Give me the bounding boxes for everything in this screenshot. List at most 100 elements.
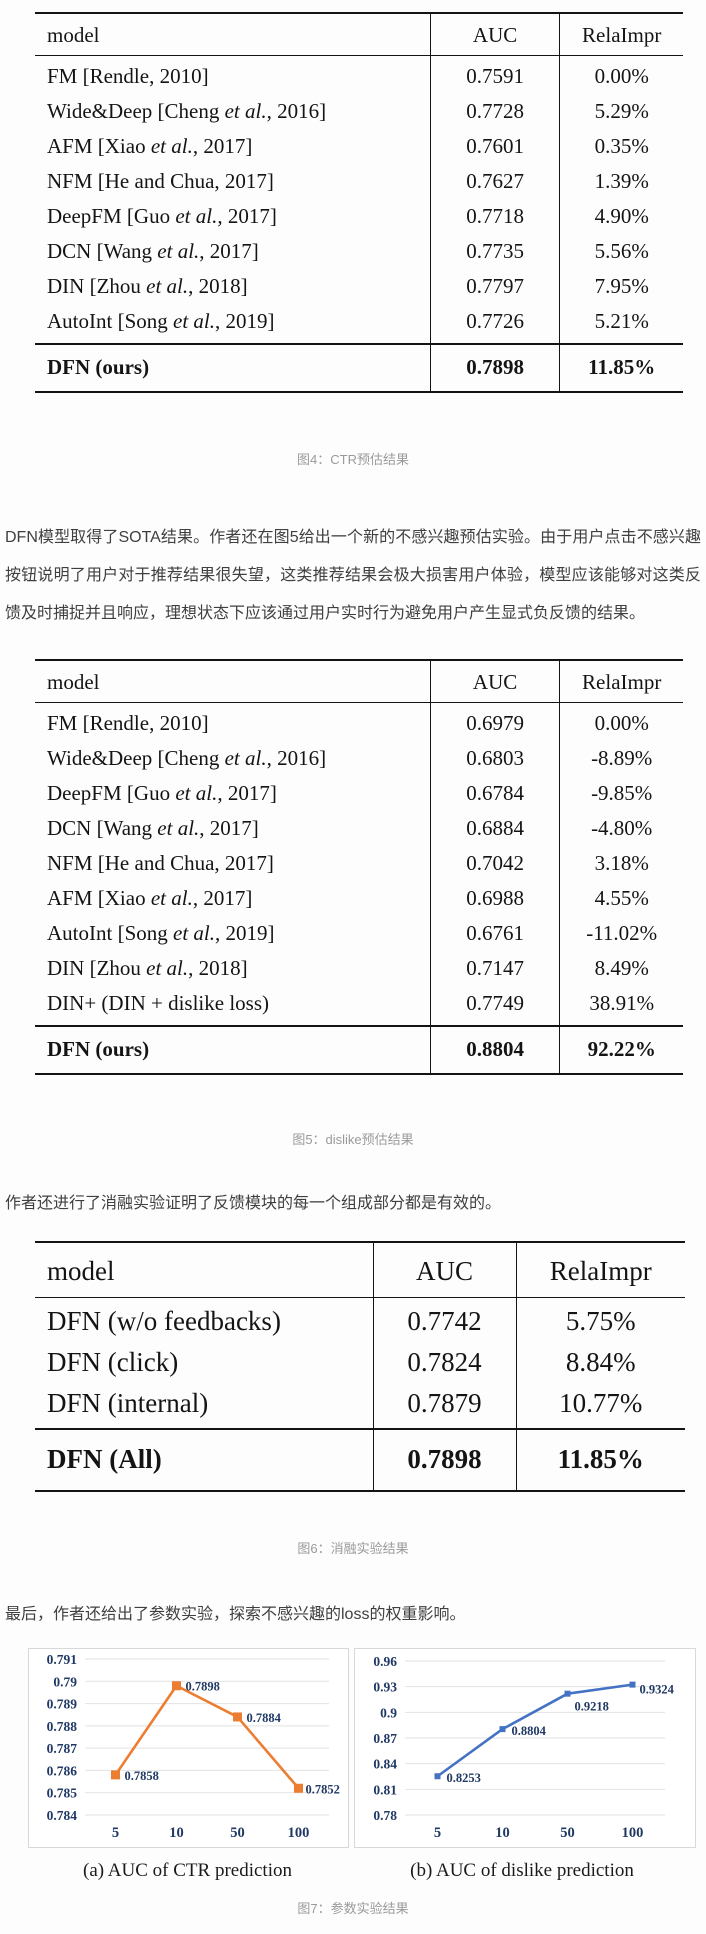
x-tick-label: 5 xyxy=(434,1825,441,1841)
model-cell: DCN [Wang et al., 2017] xyxy=(47,239,259,263)
model-cell: DeepFM [Guo et al., 2017] xyxy=(47,781,277,805)
data-point-marker xyxy=(499,1726,506,1733)
table-footer: DFN (ours) 0.7898 11.85% xyxy=(35,343,683,392)
relaimpr-cell: 8.84% xyxy=(515,1342,685,1383)
relaimpr-cell: 38.91% xyxy=(559,986,683,1026)
figure4-caption: 图4：CTR预估结果 xyxy=(297,452,409,467)
paragraph-param-exp: 最后，作者还给出了参数实验，探索不感兴趣的loss的权重影响。 xyxy=(5,1606,466,1623)
auc-cell: 0.6803 xyxy=(429,741,560,776)
x-tick-label: 50 xyxy=(230,1825,245,1841)
y-tick-label: 0.78 xyxy=(373,1808,397,1823)
x-tick-label: 50 xyxy=(560,1825,575,1841)
table-row: Wide&Deep [Cheng et al., 2016] 0.6803 -8.8… xyxy=(35,741,683,776)
dislike-auc-line-chart: 0.96 0.93 0.9 0.87 0.84 0.81 0.78 5 10 50 100 0.825… xyxy=(373,1654,675,1841)
column-header-relaimpr: RelaImpr xyxy=(559,660,683,703)
relaimpr-cell: 4.90% xyxy=(559,199,683,234)
model-cell: DFN (internal) xyxy=(47,1388,209,1418)
model-cell: FM [Rendle, 2010] xyxy=(47,64,209,88)
model-cell: AutoInt [Song et al., 2019] xyxy=(47,921,275,945)
table-row: DCN [Wang et al., 2017] 0.6884 -4.80% xyxy=(35,811,683,846)
relaimpr-cell: 5.56% xyxy=(559,234,683,269)
data-point-label: 0.7884 xyxy=(247,1711,282,1725)
series-line xyxy=(114,1684,300,1790)
dislike-auc-chart-box: 0.96 0.93 0.9 0.87 0.84 0.81 0.78 5 10 50 100 0.825… xyxy=(354,1648,696,1848)
x-tick-label: 100 xyxy=(288,1825,310,1841)
x-tick-label: 5 xyxy=(112,1825,119,1841)
table-row: NFM [He and Chua, 2017] 0.7042 3.18% xyxy=(35,846,683,881)
model-cell: DIN+ (DIN + dislike loss) xyxy=(47,991,269,1015)
column-header-auc: AUC xyxy=(429,13,560,56)
y-tick-label: 0.791 xyxy=(47,1652,78,1667)
auc-cell: 0.6761 xyxy=(429,916,560,951)
y-tick-label: 0.84 xyxy=(373,1757,397,1772)
figure7-subcaptions: (a) AUC of CTR prediction (b) AUC of dis… xyxy=(28,1860,692,1882)
relaimpr-cell: -4.80% xyxy=(559,811,683,846)
auc-cell: 0.7898 xyxy=(429,343,560,392)
model-cell: Wide&Deep [Cheng et al., 2016] xyxy=(47,746,327,770)
model-cell: DIN [Zhou et al., 2018] xyxy=(47,956,248,980)
auc-cell: 0.7042 xyxy=(429,846,560,881)
model-cell: AFM [Xiao et al., 2017] xyxy=(47,134,253,158)
auc-cell: 0.7591 xyxy=(429,55,560,94)
y-tick-label: 0.93 xyxy=(373,1680,397,1695)
auc-cell: 0.6979 xyxy=(429,702,560,741)
table-row: AFM [Xiao et al., 2017] 0.7601 0.35% xyxy=(35,129,683,164)
table-row: DFN (All) 0.7898 11.85% xyxy=(35,1428,685,1491)
y-tick-label: 0.788 xyxy=(47,1719,78,1734)
data-point-label: 0.9218 xyxy=(575,1700,609,1714)
figure7-charts: 0.791 0.79 0.789 0.788 0.787 0.786 0.785 0.784 5… xyxy=(28,1648,696,1848)
table-body: DFN (w/o feedbacks) 0.7742 5.75% DFN (click… xyxy=(35,1297,685,1429)
auc-cell: 0.7749 xyxy=(429,986,560,1026)
model-cell: NFM [He and Chua, 2017] xyxy=(47,169,274,193)
figure5-caption: 图5：dislike预估结果 xyxy=(292,1132,414,1147)
subcaption-a: (a) AUC of CTR prediction xyxy=(83,1860,292,1881)
column-header-auc: AUC xyxy=(429,660,560,703)
data-point-marker xyxy=(172,1681,181,1691)
relaimpr-cell: 11.85% xyxy=(515,1428,685,1491)
auc-cell: 0.7627 xyxy=(429,164,560,199)
model-cell: DIN [Zhou et al., 2018] xyxy=(47,274,248,298)
auc-cell: 0.7601 xyxy=(429,129,560,164)
auc-cell: 0.7726 xyxy=(429,304,560,344)
data-point-label: 0.9324 xyxy=(640,1683,675,1697)
auc-cell: 0.7879 xyxy=(372,1383,516,1429)
auc-cell: 0.7742 xyxy=(372,1297,516,1342)
auc-cell: 0.6988 xyxy=(429,881,560,916)
relaimpr-cell: 5.75% xyxy=(515,1297,685,1342)
table-header: model AUC RelaImpr xyxy=(35,13,683,56)
relaimpr-cell: 0.00% xyxy=(559,55,683,94)
data-point-marker xyxy=(629,1681,636,1688)
relaimpr-cell: 92.22% xyxy=(559,1025,683,1074)
table-row: Wide&Deep [Cheng et al., 2016] 0.7728 5.29… xyxy=(35,94,683,129)
ablation-results-table: model AUC RelaImpr DFN (w/o feedbacks) 0.77… xyxy=(35,1241,685,1492)
y-tick-label: 0.786 xyxy=(47,1763,78,1778)
table-body: FM [Rendle, 2010] 0.6979 0.00% Wide&Deep [C… xyxy=(35,702,683,1026)
y-tick-label: 0.9 xyxy=(380,1705,397,1720)
auc-cell: 0.6884 xyxy=(429,811,560,846)
auc-cell: 0.8804 xyxy=(429,1025,560,1074)
y-tick-label: 0.81 xyxy=(373,1782,397,1797)
x-tick-label: 10 xyxy=(169,1825,184,1841)
data-point-label: 0.8253 xyxy=(447,1771,481,1785)
auc-cell: 0.6784 xyxy=(429,776,560,811)
table-footer: DFN (ours) 0.8804 92.22% xyxy=(35,1025,683,1074)
model-cell: NFM [He and Chua, 2017] xyxy=(47,851,274,875)
model-cell: AutoInt [Song et al., 2019] xyxy=(47,309,275,333)
relaimpr-cell: 0.00% xyxy=(559,702,683,741)
column-header-auc: AUC xyxy=(372,1242,516,1298)
ctr-auc-chart-box: 0.791 0.79 0.789 0.788 0.787 0.786 0.785 0.784 5… xyxy=(28,1648,349,1848)
y-tick-label: 0.785 xyxy=(47,1786,78,1801)
y-tick-label: 0.787 xyxy=(47,1741,78,1756)
table-row: DIN+ (DIN + dislike loss) 0.7749 38.91% xyxy=(35,986,683,1026)
model-cell: DFN (ours) xyxy=(35,1025,431,1074)
column-header-relaimpr: RelaImpr xyxy=(515,1242,685,1298)
auc-cell: 0.7718 xyxy=(429,199,560,234)
table-row: DFN (click) 0.7824 8.84% xyxy=(35,1342,685,1383)
table-row: DFN (ours) 0.8804 92.22% xyxy=(35,1025,683,1074)
table-body: FM [Rendle, 2010] 0.7591 0.00% Wide&Deep [C… xyxy=(35,55,683,344)
figure7-caption: 图7：参数实验结果 xyxy=(297,1901,409,1916)
y-tick-label: 0.96 xyxy=(373,1654,397,1669)
x-tick-label: 100 xyxy=(622,1825,644,1841)
relaimpr-cell: 1.39% xyxy=(559,164,683,199)
relaimpr-cell: 7.95% xyxy=(559,269,683,304)
